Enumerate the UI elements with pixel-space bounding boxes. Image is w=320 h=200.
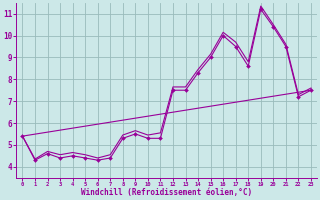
X-axis label: Windchill (Refroidissement éolien,°C): Windchill (Refroidissement éolien,°C) bbox=[81, 188, 252, 197]
